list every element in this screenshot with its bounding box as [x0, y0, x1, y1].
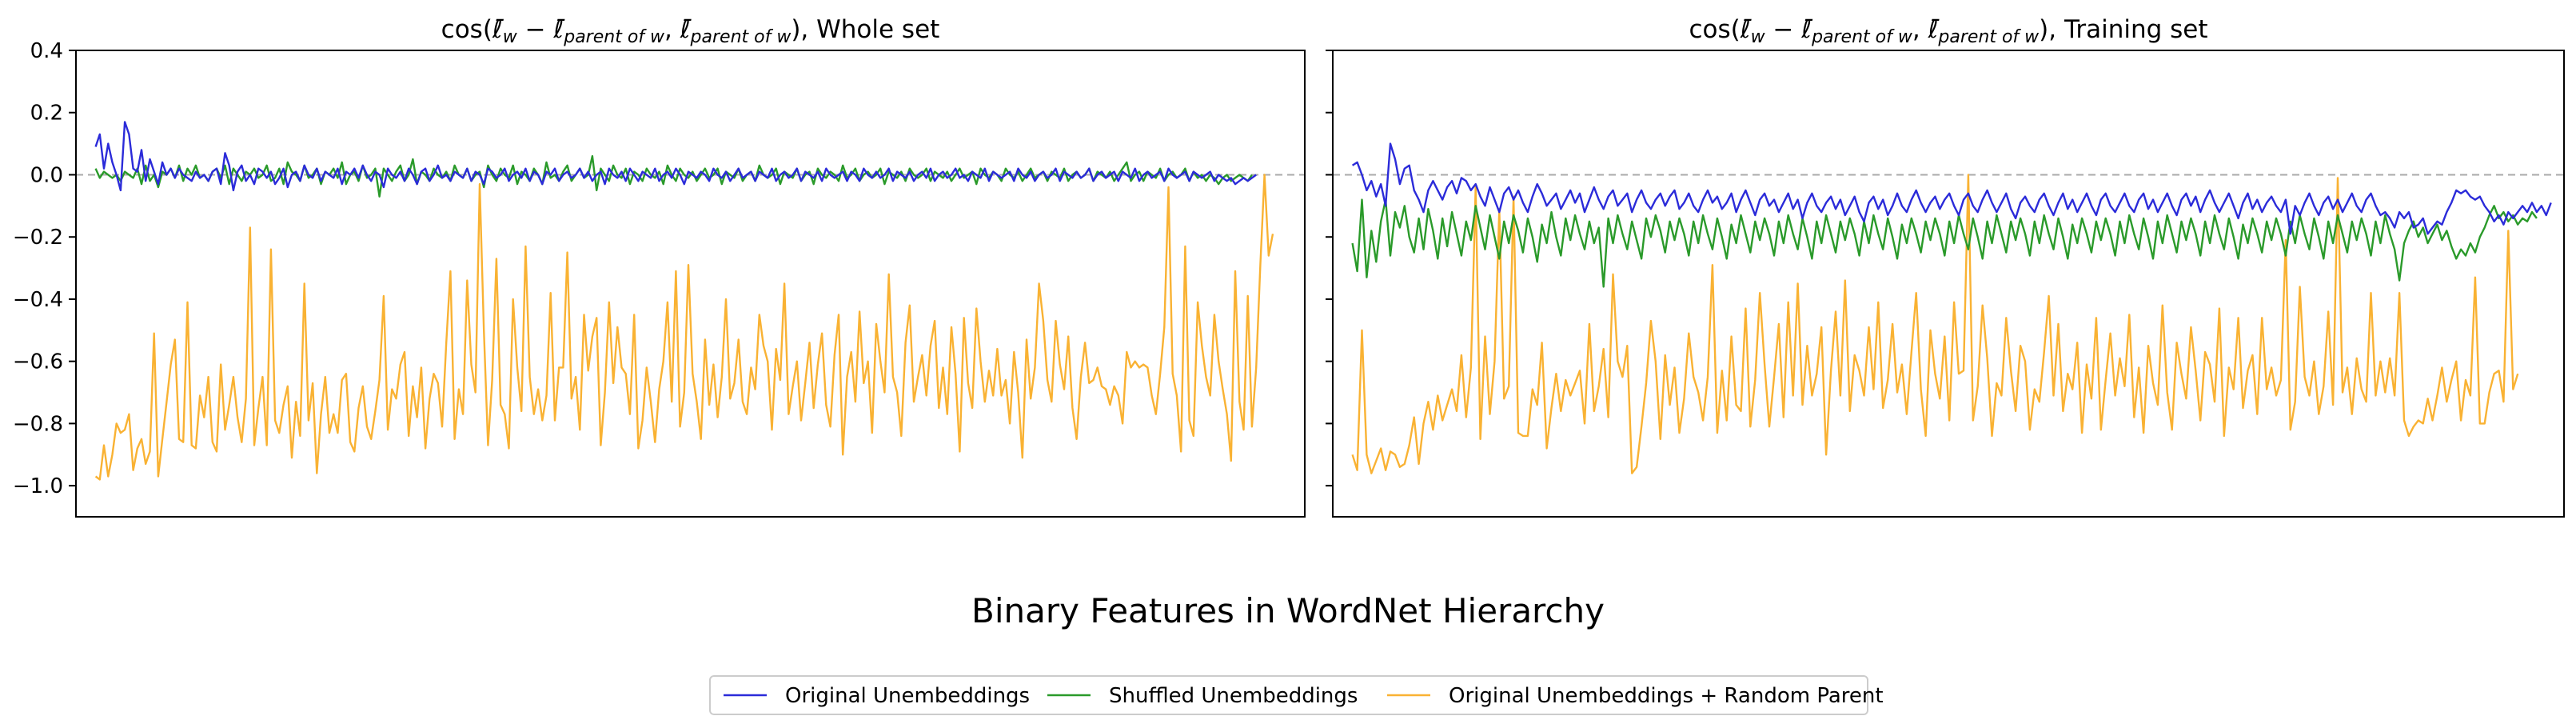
legend-label: Original Unembeddings + Random Parent: [1449, 684, 1884, 708]
series-group: [94, 121, 1274, 481]
y-tick-label: 0.4: [30, 39, 63, 63]
panel-title-training-set: cos(ℓ̄w − ℓ̄parent of w, ℓ̄parent of w),…: [1689, 15, 2207, 47]
legend-box: [709, 675, 1868, 715]
panel-whole-set: cos(ℓ̄w − ℓ̄parent of w, ℓ̄parent of w),…: [13, 15, 1306, 518]
y-axis: 0.4 0.2 0.0 −0.2 −0.4 −0.6 −0.8 −1.0: [13, 39, 76, 498]
y-tick-label: −1.0: [13, 474, 63, 498]
legend-label: Original Unembeddings: [785, 684, 1030, 708]
series-line-original-unembeddings-random-parent: [94, 174, 1274, 481]
series-line-original-unembeddings-random-parent: [1351, 174, 2519, 474]
y-tick-label: 0.0: [30, 163, 63, 187]
panel-training-set: cos(ℓ̄w − ℓ̄parent of w, ℓ̄parent of w),…: [1326, 15, 2565, 518]
axes-frame: [75, 50, 1306, 518]
series-line-shuffled-unembeddings: [1351, 198, 2538, 288]
panel-title-whole-set: cos(ℓ̄w − ℓ̄parent of w, ℓ̄parent of w),…: [441, 15, 940, 47]
y-tick-label: −0.8: [13, 412, 63, 436]
axes-frame: [1332, 50, 2565, 518]
figure-suptitle: Binary Features in WordNet Hierarchy: [971, 591, 1605, 630]
y-tick-label: −0.2: [13, 226, 63, 250]
series-group: [1351, 142, 2552, 474]
y-tick-label: 0.2: [30, 102, 63, 126]
legend-label: Shuffled Unembeddings: [1109, 684, 1358, 708]
y-tick-label: −0.6: [13, 350, 63, 374]
series-line-original-unembeddings: [94, 121, 1257, 192]
series-line-original-unembeddings: [1351, 142, 2552, 235]
y-axis: [1326, 50, 1333, 487]
legend: Original Unembeddings Shuffled Unembeddin…: [709, 675, 1884, 715]
y-tick-label: −0.4: [13, 288, 63, 312]
